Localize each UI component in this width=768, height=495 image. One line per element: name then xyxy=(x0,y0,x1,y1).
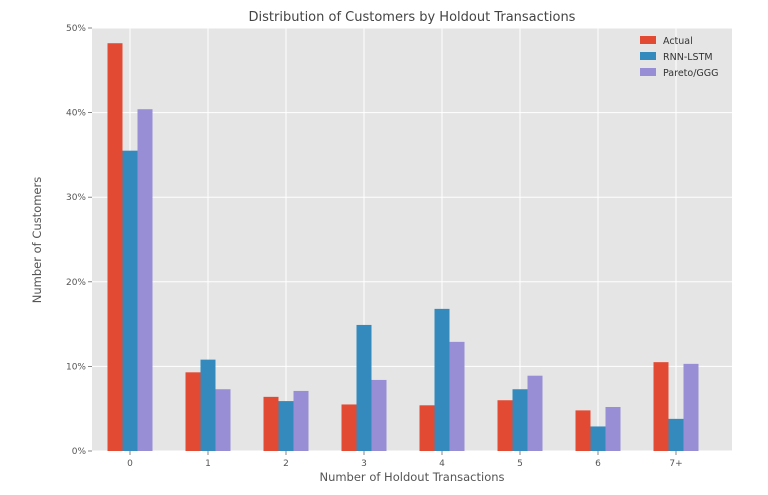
legend-label: Pareto/GGG xyxy=(663,68,719,79)
bar-rnn-lstm xyxy=(200,359,216,451)
x-tick-label: 5 xyxy=(517,459,523,469)
bar-pareto-ggg xyxy=(683,363,699,451)
legend-swatch xyxy=(640,52,656,60)
bar-rnn-lstm xyxy=(122,150,138,452)
legend-swatch xyxy=(640,68,656,76)
bar-rnn-lstm xyxy=(668,418,684,451)
y-tick-label: 40% xyxy=(66,109,86,119)
bar-actual xyxy=(263,396,279,451)
bar-pareto-ggg xyxy=(371,379,387,451)
bar-actual xyxy=(653,362,669,451)
bar-pareto-ggg xyxy=(215,389,231,451)
bar-pareto-ggg xyxy=(137,109,153,451)
bar-rnn-lstm xyxy=(434,308,450,451)
x-tick-label: 6 xyxy=(595,459,601,469)
bar-rnn-lstm xyxy=(278,401,294,451)
bar-actual xyxy=(107,43,123,452)
bars xyxy=(107,43,699,452)
x-tick-label: 1 xyxy=(205,459,211,469)
bar-rnn-lstm xyxy=(590,426,606,451)
x-tick-label: 7+ xyxy=(669,459,682,469)
bar-rnn-lstm xyxy=(356,324,372,451)
y-tick-label: 10% xyxy=(66,362,86,372)
legend-label: RNN-LSTM xyxy=(663,52,713,63)
x-tick-label: 3 xyxy=(361,459,367,469)
legend-label: Actual xyxy=(663,36,693,47)
legend: Actual RNN-LSTM Pareto/GGG xyxy=(640,36,719,79)
bar-pareto-ggg xyxy=(527,375,543,451)
y-axis-label: Number of Customers xyxy=(30,177,44,303)
y-tick-label: 30% xyxy=(66,193,86,203)
x-tick-label: 4 xyxy=(439,459,445,469)
chart-title: Distribution of Customers by Holdout Tra… xyxy=(249,10,576,25)
x-tick-label: 0 xyxy=(127,459,133,469)
legend-swatch xyxy=(640,36,656,44)
y-tick-label: 20% xyxy=(66,278,86,288)
bar-actual xyxy=(341,404,357,451)
bar-actual xyxy=(497,400,513,451)
bar-rnn-lstm xyxy=(512,389,528,451)
bar-pareto-ggg xyxy=(449,341,465,451)
bar-pareto-ggg xyxy=(293,390,309,451)
ticks: 0% 10% 20% 30% 40% 50% 0 1 2 3 4 5 6 7+ xyxy=(66,24,683,469)
x-tick-label: 2 xyxy=(283,459,289,469)
y-tick-label: 0% xyxy=(72,447,87,457)
y-tick-label: 50% xyxy=(66,24,86,34)
bar-actual xyxy=(575,410,591,451)
x-axis-label: Number of Holdout Transactions xyxy=(319,470,504,484)
bar-actual xyxy=(185,372,201,451)
bar-pareto-ggg xyxy=(605,407,621,451)
bar-actual xyxy=(419,405,435,451)
